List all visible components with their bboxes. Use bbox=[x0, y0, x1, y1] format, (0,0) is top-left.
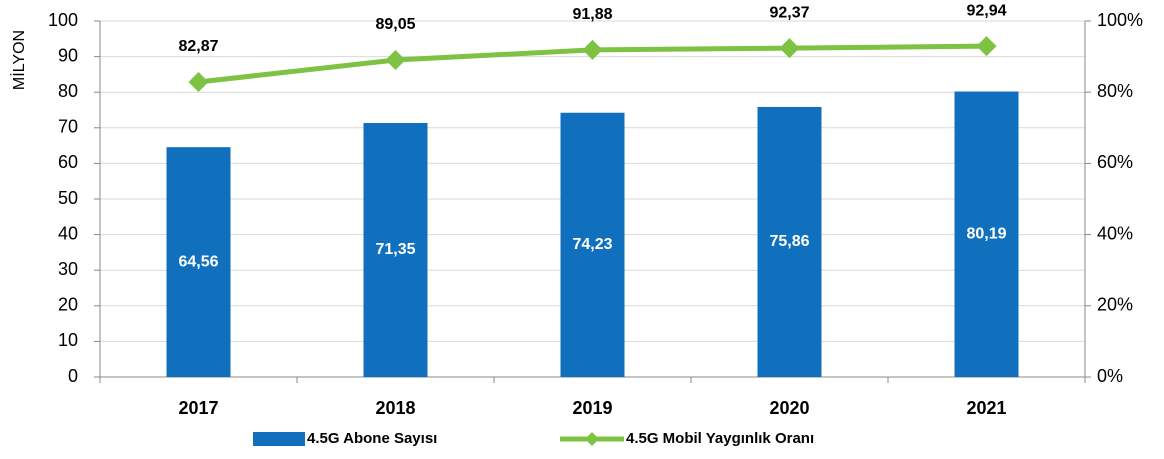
y-tick-label: 80 bbox=[58, 81, 78, 101]
line-value-label: 92,37 bbox=[769, 4, 809, 21]
y-tick-label: 20 bbox=[58, 295, 78, 315]
y2-tick-label: 40% bbox=[1097, 223, 1133, 243]
bar bbox=[166, 147, 231, 377]
line-value-label: 89,05 bbox=[375, 16, 415, 33]
line-marker bbox=[976, 36, 997, 57]
legend-label: 4.5G Abone Sayısı bbox=[307, 430, 437, 447]
line-marker bbox=[385, 49, 406, 70]
line-marker bbox=[779, 38, 800, 59]
x-tick-label: 2018 bbox=[375, 398, 415, 418]
y-tick-label: 70 bbox=[58, 117, 78, 137]
x-tick-label: 2019 bbox=[572, 398, 612, 418]
y-tick-label: 30 bbox=[58, 259, 78, 279]
line-value-label: 92,94 bbox=[966, 2, 1006, 19]
y2-tick-label: 20% bbox=[1097, 295, 1133, 315]
y2-tick-label: 0% bbox=[1097, 366, 1123, 386]
line-value-label: 91,88 bbox=[572, 6, 612, 23]
y-tick-label: 10 bbox=[58, 330, 78, 350]
y2-tick-label: 100% bbox=[1097, 10, 1143, 30]
legend-swatch bbox=[253, 432, 305, 446]
bar-value-label: 64,56 bbox=[178, 253, 218, 270]
bar-value-label: 74,23 bbox=[572, 236, 612, 253]
legend-marker bbox=[585, 432, 599, 446]
line-value-label: 82,87 bbox=[178, 38, 218, 55]
x-tick-label: 2020 bbox=[769, 398, 809, 418]
bar bbox=[560, 112, 625, 377]
y-tick-label: 100 bbox=[48, 10, 78, 30]
y2-tick-label: 80% bbox=[1097, 81, 1133, 101]
bar-value-label: 75,86 bbox=[769, 233, 809, 250]
bar bbox=[363, 122, 428, 377]
line-marker bbox=[582, 39, 603, 60]
y2-tick-label: 60% bbox=[1097, 152, 1133, 172]
y-tick-label: 40 bbox=[58, 223, 78, 243]
y-tick-label: 0 bbox=[68, 366, 78, 386]
bar-value-label: 71,35 bbox=[375, 241, 415, 258]
x-tick-label: 2017 bbox=[178, 398, 218, 418]
y-tick-label: 90 bbox=[58, 45, 78, 65]
legend-label: 4.5G Mobil Yaygınlık Oranı bbox=[626, 430, 814, 447]
y-axis-label: MİLYON bbox=[9, 30, 28, 90]
y-tick-label: 50 bbox=[58, 188, 78, 208]
bar bbox=[757, 106, 822, 377]
bar-value-label: 80,19 bbox=[966, 225, 1006, 242]
x-tick-label: 2021 bbox=[966, 398, 1006, 418]
bar bbox=[954, 91, 1019, 378]
y-tick-label: 60 bbox=[58, 152, 78, 172]
line-marker bbox=[188, 71, 209, 92]
